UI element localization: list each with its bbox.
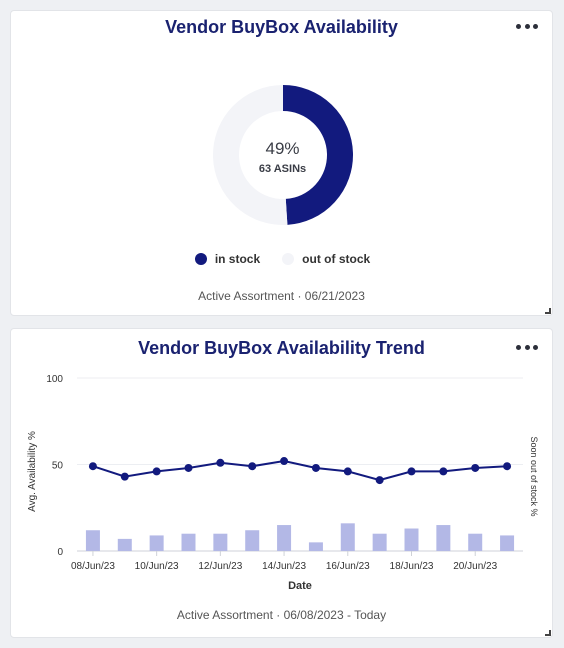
legend-label-out-of-stock: out of stock (302, 252, 371, 266)
soon-out-of-stock-bar[interactable] (85, 530, 100, 551)
availability-donut-chart (213, 85, 353, 225)
soon-out-of-stock-bar[interactable] (277, 525, 292, 551)
availability-point[interactable] (280, 457, 289, 466)
legend-item-out-of-stock[interactable]: out of stock (282, 252, 370, 266)
soon-out-of-stock-bar[interactable] (404, 528, 419, 551)
x-tick-label: 10/Jun/23 (135, 561, 179, 572)
x-tick-label: 12/Jun/23 (198, 561, 242, 572)
availability-trend-chart: 0 50 100 08/Jun/23 10/Jun/23 12/Jun/23 14/Jun/… (27, 374, 539, 592)
y2-axis-label: Soon out of stock % (529, 436, 539, 516)
card-footer: Active Assortment · 06/08/2023 - Today (176, 608, 387, 622)
soon-out-of-stock-bar[interactable] (245, 530, 260, 551)
legend-swatch-out-of-stock (282, 253, 295, 265)
donut-percent-label: 49% (265, 139, 300, 158)
availability-point[interactable] (248, 462, 257, 471)
x-axis-label: Date (288, 580, 312, 592)
soon-out-of-stock-bar[interactable] (181, 533, 196, 551)
donut-legend: in stock out of stock (11, 252, 554, 266)
card-footer: Active Assortment · 06/21/2023 (198, 289, 365, 303)
donut-slice-in-stock[interactable] (282, 85, 353, 225)
x-tick-label: 16/Jun/23 (326, 561, 370, 572)
x-tick-label: 14/Jun/23 (262, 561, 306, 572)
soon-out-of-stock-bar[interactable] (340, 523, 355, 551)
buybox-availability-card: Vendor BuyBox Availability 49% 63 ASINs … (10, 10, 553, 316)
card-title: Vendor BuyBox Availability (165, 17, 398, 37)
resize-handle-icon[interactable] (545, 308, 551, 314)
availability-point[interactable] (407, 467, 416, 476)
availability-point[interactable] (216, 458, 225, 467)
soon-out-of-stock-bar[interactable] (372, 533, 387, 551)
x-tick-label: 18/Jun/23 (390, 561, 434, 572)
availability-point[interactable] (88, 462, 97, 471)
availability-point[interactable] (152, 467, 161, 476)
donut-slice-out-of-stock[interactable] (213, 85, 288, 225)
availability-point[interactable] (120, 472, 129, 481)
more-options-icon[interactable] (516, 342, 538, 352)
x-tick-label: 20/Jun/23 (453, 561, 497, 572)
y-axis-label: Avg. Availability % (27, 431, 38, 512)
soon-out-of-stock-bar[interactable] (149, 535, 164, 551)
buybox-trend-card: Vendor BuyBox Availability Trend 0 50 100 0… (10, 328, 553, 638)
availability-point[interactable] (471, 463, 480, 472)
availability-point[interactable] (439, 467, 448, 476)
donut-asin-count: 63 ASINs (258, 163, 307, 175)
availability-line (92, 460, 508, 482)
soon-out-of-stock-bar[interactable] (308, 542, 323, 551)
availability-point[interactable] (311, 463, 320, 472)
soon-out-of-stock-bar[interactable] (468, 533, 483, 551)
soon-out-of-stock-bar[interactable] (500, 535, 515, 551)
resize-handle-icon[interactable] (545, 630, 551, 636)
availability-point[interactable] (503, 462, 512, 471)
legend-item-in-stock[interactable]: in stock (194, 252, 261, 266)
y-tick-label: 50 (52, 461, 64, 472)
y-tick-label: 0 (57, 547, 63, 558)
soon-out-of-stock-bar[interactable] (117, 538, 132, 551)
soon-out-of-stock-bar[interactable] (436, 525, 451, 551)
legend-label-in-stock: in stock (214, 252, 261, 266)
availability-point[interactable] (343, 467, 352, 476)
availability-point[interactable] (184, 463, 193, 472)
y-tick-label: 100 (46, 374, 63, 385)
x-tick-label: 08/Jun/23 (71, 561, 115, 572)
more-options-icon[interactable] (516, 21, 538, 31)
card-title: Vendor BuyBox Availability Trend (138, 338, 425, 358)
availability-point[interactable] (375, 476, 384, 485)
soon-out-of-stock-bar[interactable] (213, 533, 228, 551)
legend-swatch-in-stock (194, 253, 207, 265)
